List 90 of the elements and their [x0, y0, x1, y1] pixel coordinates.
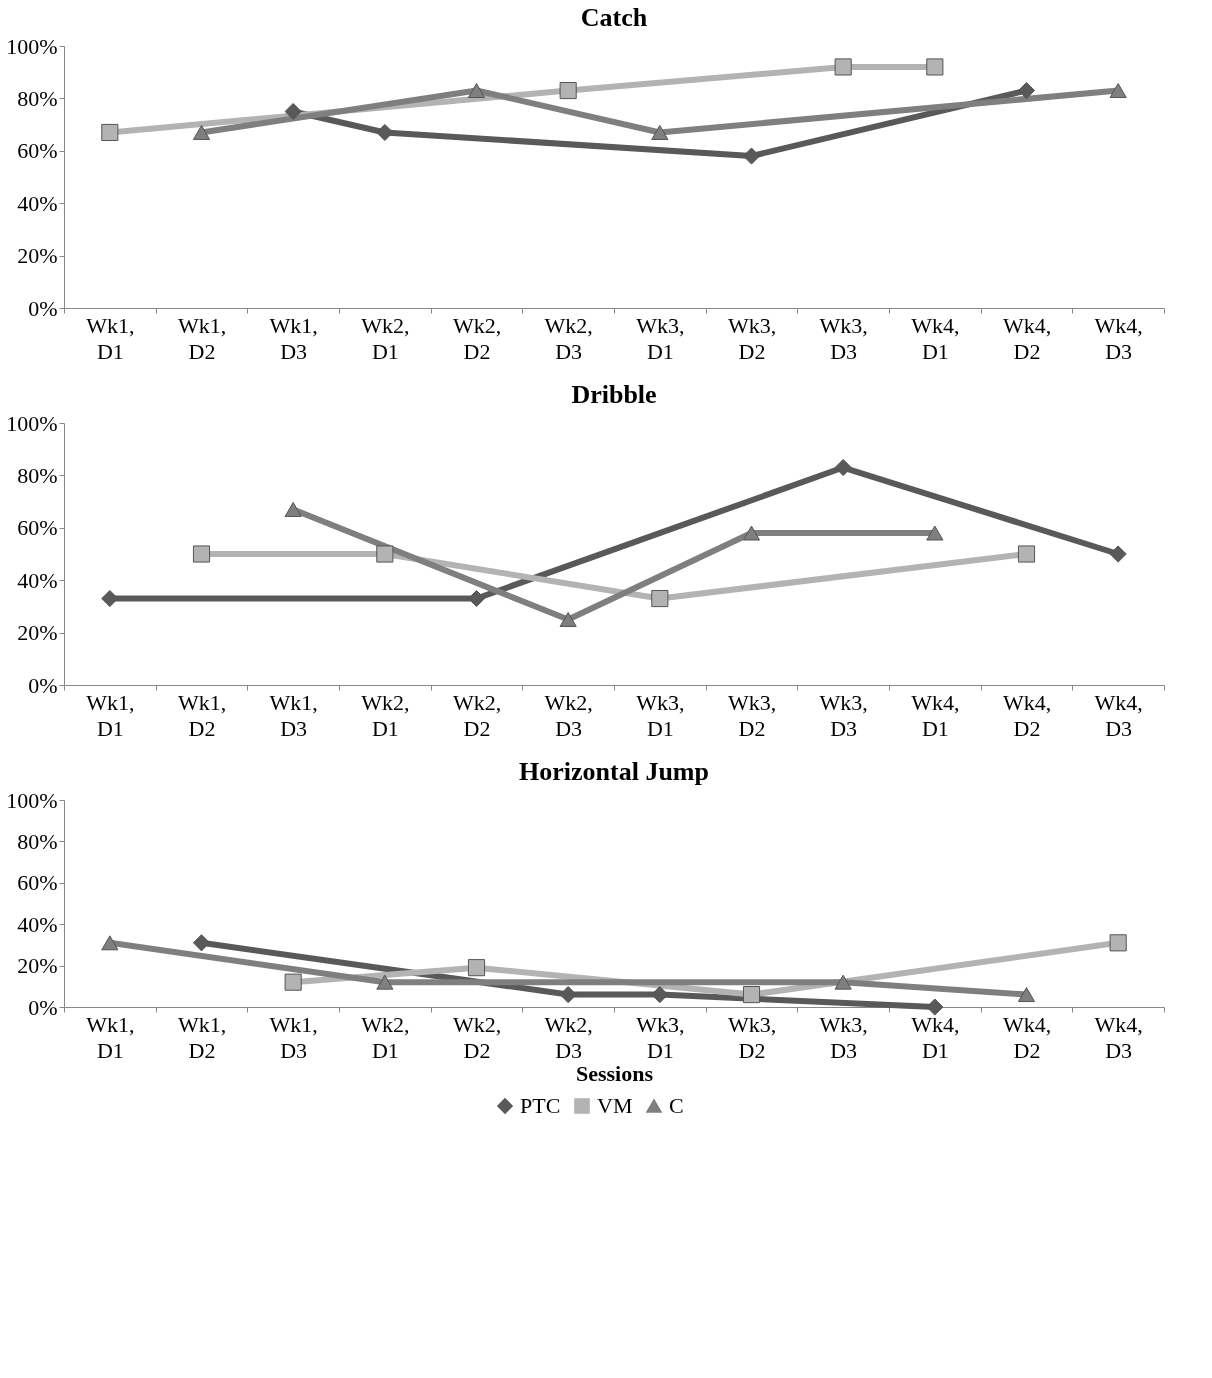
- y-tick-label: 40%: [17, 190, 58, 216]
- point: [376, 974, 394, 990]
- y-tick-label: 60%: [17, 515, 58, 541]
- y-tick-label: 80%: [17, 828, 58, 854]
- x-tick-label: Wk1, D1: [86, 1011, 135, 1063]
- y-tick-label: 60%: [17, 138, 58, 164]
- x-tick-label: Wk3, D1: [636, 689, 685, 741]
- point: [376, 545, 394, 563]
- point: [284, 501, 302, 517]
- x-tick-label: Wk1, D3: [269, 312, 318, 364]
- point: [926, 525, 944, 541]
- x-tick-label: Wk3, D3: [819, 312, 868, 364]
- point: [651, 589, 669, 608]
- y-tick-label: 40%: [17, 911, 58, 937]
- point: [284, 973, 302, 991]
- x-tick-label: Wk4, D3: [1094, 312, 1143, 364]
- x-tick-label: Wk2, D1: [361, 689, 410, 741]
- legend-label: VM: [597, 1093, 633, 1118]
- x-tick-label: Wk3, D2: [727, 689, 777, 741]
- point: [559, 612, 577, 627]
- x-tick-label: Wk4, D1: [911, 1011, 960, 1063]
- y-tick-label: 100%: [6, 33, 58, 59]
- x-tick-label: Wk2, D3: [544, 689, 593, 741]
- x-tick-label: Wk2, D2: [452, 312, 502, 364]
- point: [834, 974, 852, 990]
- x-tick-label: Wk3, D2: [727, 1011, 777, 1063]
- y-tick-label: 20%: [17, 953, 58, 979]
- point: [926, 998, 944, 1016]
- point: [467, 959, 486, 977]
- y-tick-label: 60%: [17, 870, 58, 896]
- point: [834, 458, 852, 477]
- x-tick-label: Wk2, D1: [361, 312, 410, 364]
- chart-title: Dribble: [571, 380, 657, 409]
- x-tick-label: Wk1, D2: [177, 689, 227, 741]
- point: [651, 124, 669, 140]
- x-tick-label: Wk2, D3: [544, 1011, 593, 1063]
- y-tick-label: 20%: [17, 243, 58, 269]
- x-tick-label: Wk2, D2: [452, 689, 502, 741]
- x-tick-label: Wk4, D3: [1094, 689, 1143, 741]
- x-tick-label: Wk3, D3: [819, 1011, 868, 1063]
- point: [1109, 934, 1127, 952]
- x-tick-label: Wk1, D2: [177, 312, 227, 364]
- x-tick-label: Wk4, D1: [911, 689, 960, 741]
- point: [742, 525, 761, 541]
- point: [1017, 987, 1036, 1003]
- point: [192, 124, 211, 140]
- x-tick-label: Wk4, D2: [1002, 689, 1052, 741]
- x-tick-label: Wk1, D2: [177, 1011, 227, 1063]
- x-tick-label: Wk3, D3: [819, 689, 868, 741]
- point: [467, 83, 486, 99]
- legend-label: PTC: [520, 1093, 561, 1118]
- y-tick-label: 0%: [28, 295, 58, 321]
- legend-label: C: [669, 1093, 684, 1118]
- point: [926, 58, 944, 76]
- point: [742, 986, 761, 1004]
- y-tick-label: 80%: [17, 85, 58, 111]
- x-tick-label: Wk4, D3: [1094, 1011, 1143, 1063]
- x-tick-label: Wk1, D1: [86, 689, 135, 741]
- y-tick-label: 0%: [28, 672, 58, 698]
- x-tick-label: Wk3, D1: [636, 312, 685, 364]
- x-tick-label: Wk4, D2: [1002, 1011, 1052, 1063]
- point: [1017, 545, 1036, 563]
- point: [1109, 83, 1127, 99]
- y-tick-label: 0%: [28, 994, 58, 1020]
- x-tick-label: Wk1, D3: [269, 689, 318, 741]
- point: [559, 81, 577, 100]
- x-tick-label: Wk2, D2: [452, 1011, 502, 1063]
- chart-title: Horizontal Jump: [519, 757, 709, 786]
- x-tick-label: Wk1, D1: [86, 312, 135, 364]
- point: [101, 123, 119, 142]
- point: [834, 58, 852, 76]
- point: [284, 102, 302, 121]
- y-tick-label: 40%: [17, 567, 58, 593]
- x-tick-label: Wk2, D3: [544, 312, 593, 364]
- x-tick-label: Wk3, D1: [636, 1011, 685, 1063]
- point: [101, 935, 119, 951]
- y-tick-label: 20%: [17, 620, 58, 646]
- point: [1017, 81, 1036, 100]
- point: [1109, 545, 1127, 563]
- y-tick-label: 80%: [17, 462, 58, 488]
- y-tick-label: 100%: [6, 787, 58, 813]
- y-tick-label: 100%: [6, 410, 58, 436]
- x-axis-title: Sessions: [575, 1060, 654, 1086]
- x-tick-label: Wk2, D1: [361, 1011, 410, 1063]
- chart-title: Catch: [580, 3, 648, 32]
- x-tick-label: Wk4, D2: [1002, 312, 1052, 364]
- x-tick-label: Wk4, D1: [911, 312, 960, 364]
- x-tick-label: Wk3, D2: [727, 312, 777, 364]
- point: [192, 545, 211, 563]
- x-tick-label: Wk1, D3: [269, 1011, 318, 1063]
